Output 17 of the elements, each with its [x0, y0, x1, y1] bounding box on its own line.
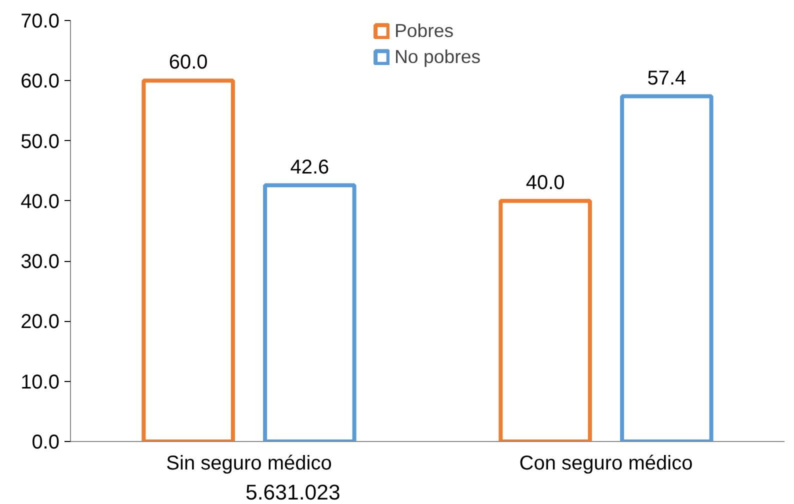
y-tick-label: 60.0: [20, 70, 60, 93]
text: 5.631.023: [246, 480, 340, 504]
y-tick-label: 70.0: [20, 10, 60, 32]
y-tick-label: 10.0: [20, 371, 60, 394]
x-tick-label: Sin seguro médico: [166, 452, 332, 474]
legend-label: No pobres: [394, 46, 481, 68]
data-label: 57.4: [647, 67, 686, 90]
data-label: 42.6: [290, 156, 330, 178]
y-tick-label: 40.0: [20, 190, 60, 213]
y-tick-label: 50.0: [20, 130, 60, 153]
legend-label: Pobres: [394, 20, 454, 42]
data-label: 40.0: [526, 172, 565, 194]
y-tick-label: 20.0: [20, 311, 60, 334]
y-tick-label: 30.0: [20, 251, 60, 274]
x-tick-label: Con seguro médico: [519, 452, 693, 474]
data-label: 60.0: [168, 52, 208, 74]
y-tick-label: 0.0: [32, 432, 60, 454]
